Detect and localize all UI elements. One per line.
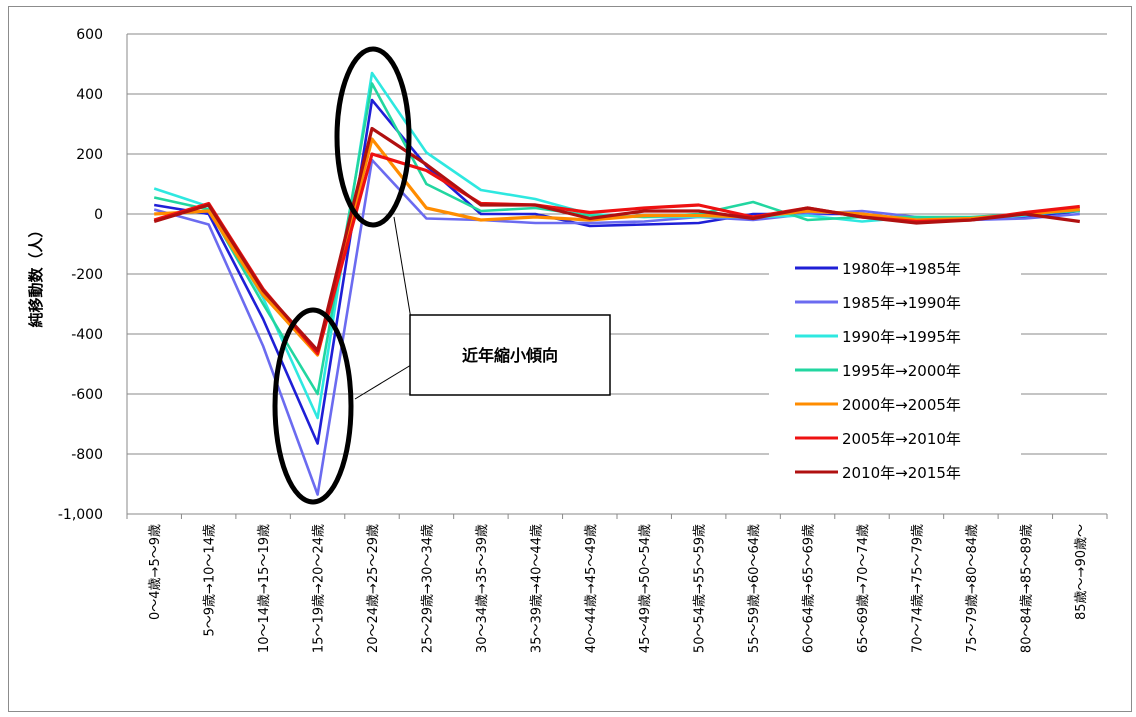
- y-tick-label: -800: [71, 447, 103, 463]
- legend-label: 1995年→2000年: [842, 362, 961, 380]
- x-tick-label: 55～59歳→60～64歳: [747, 524, 762, 653]
- x-tick-label: 0～4歳→5～9歳: [148, 524, 163, 620]
- legend-label: 1985年→1990年: [842, 294, 961, 312]
- legend-label: 2010年→2015年: [842, 464, 961, 482]
- y-tick-label: -600: [71, 387, 103, 403]
- y-tick-label: 0: [94, 207, 103, 223]
- x-tick-label: 50～54歳→55～59歳: [693, 524, 708, 653]
- annotation: 近年縮小傾向: [354, 216, 611, 400]
- x-tick-label: 40～44歳→45～49歳: [584, 524, 599, 653]
- legend-label: 1980年→1985年: [842, 260, 961, 278]
- x-tick-label: 70～74歳→75～79歳: [910, 524, 925, 653]
- x-tick-label: 60～64歳→65～69歳: [802, 524, 817, 653]
- y-axis: 600 400 200 0 -200 -400 -600 -800 -1,000: [58, 27, 128, 523]
- legend-label: 1990年→1995年: [842, 328, 961, 346]
- series-lines: [153, 71, 1081, 496]
- annotation-box: [409, 314, 611, 396]
- legend: 1980年→1985年 1985年→1990年 1990年→1995年 1995年→2…: [769, 255, 1021, 483]
- callout-line: [354, 364, 412, 400]
- x-tick-label: 80～84歳→85～89歳: [1019, 524, 1034, 653]
- y-tick-label: 400: [76, 87, 103, 103]
- x-tick-label: 85歳～→90歳～: [1074, 524, 1089, 620]
- x-tick-label: 30～34歳→35～39歳: [475, 524, 490, 653]
- x-axis: 0～4歳→5～9歳 5～9歳→10～14歳 10～14歳→15～19歳 15～19歳→…: [126, 513, 1108, 653]
- y-tick-label: 200: [76, 147, 103, 163]
- x-tick-label: 65～69歳→70～74歳: [856, 524, 871, 653]
- highlight-ellipses: [272, 46, 412, 505]
- highlight-ellipse-trough: [272, 307, 354, 505]
- legend-label: 2005年→2010年: [842, 430, 961, 448]
- x-tick-label: 5～9歳→10～14歳: [203, 524, 218, 637]
- callout-line: [393, 216, 412, 320]
- highlight-ellipse-peak: [334, 46, 412, 228]
- x-tick-label: 25～29歳→30～34歳: [420, 524, 435, 653]
- line-chart: 600 400 200 0 -200 -400 -600 -800 -1,000 0～4歳→5～…: [27, 27, 1108, 653]
- legend-label: 2000年→2005年: [842, 396, 961, 414]
- y-tick-label: 600: [76, 27, 103, 43]
- x-tick-label: 45～49歳→50～54歳: [638, 524, 653, 653]
- x-tick-label: 35～39歳→40～44歳: [529, 524, 544, 653]
- series-line: [153, 126, 1081, 353]
- y-tick-label: -200: [71, 267, 103, 283]
- y-tick-label: -400: [71, 327, 103, 343]
- x-tick-label: 20～24歳→25～29歳: [366, 524, 381, 653]
- chart-frame: 600 400 200 0 -200 -400 -600 -800 -1,000 0～4歳→5～…: [8, 6, 1132, 712]
- y-axis-label: 純移動数（人）: [27, 222, 45, 327]
- x-tick-label: 10～14歳→15～19歳: [257, 524, 272, 653]
- x-tick-label: 15～19歳→20～24歳: [312, 524, 327, 653]
- x-tick-label: 75～79歳→80～84歳: [965, 524, 980, 653]
- y-tick-label: -1,000: [58, 507, 103, 523]
- annotation-text: 近年縮小傾向: [462, 346, 558, 365]
